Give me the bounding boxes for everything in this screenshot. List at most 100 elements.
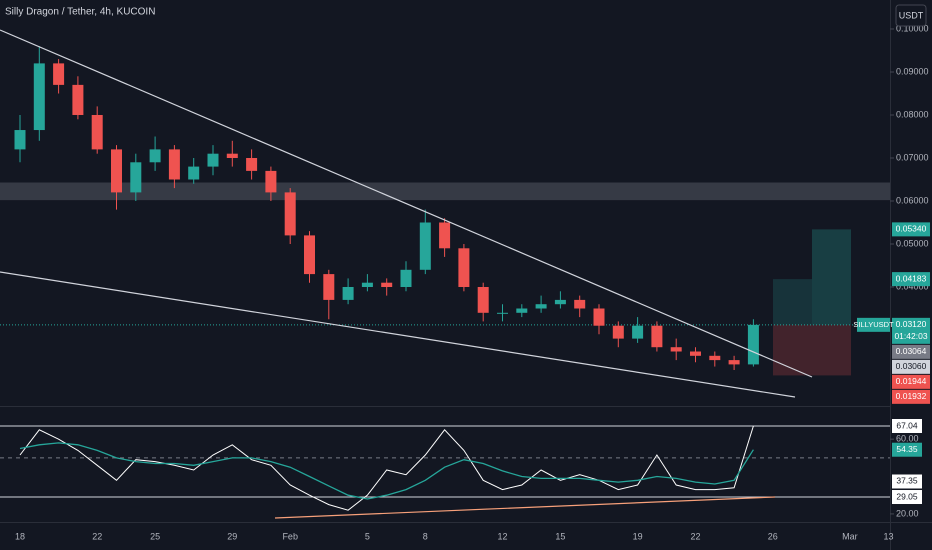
candle-body (728, 360, 740, 365)
y-tick-label: 20.00 (896, 508, 919, 518)
price-label-box (892, 272, 930, 287)
candle-body (516, 308, 528, 313)
candle-body (574, 299, 586, 309)
price-label: 0.03120 (896, 319, 927, 329)
candle-body (14, 130, 26, 150)
symbol-label: SILLYUSDT (853, 320, 894, 329)
level-label: 37.35 (896, 476, 918, 486)
candle-body (284, 192, 296, 236)
candle-body (419, 222, 431, 270)
rsi-trend-line (274, 496, 776, 519)
candle-body (72, 84, 84, 115)
price-label-box (892, 389, 930, 404)
x-tick-label: Mar (842, 531, 858, 541)
rsi-pane (0, 425, 890, 511)
price-label: 0.01944 (896, 376, 927, 386)
candle-body (535, 304, 547, 309)
x-tick-label: Feb (282, 531, 298, 541)
price-label-box (892, 374, 930, 389)
price-label: 0.03060 (896, 361, 927, 371)
level-label-box (892, 419, 922, 433)
price-label: 0.03064 (896, 346, 927, 356)
candle-body (149, 149, 161, 163)
price-label: 0.01932 (896, 391, 927, 401)
position-stop (773, 324, 851, 376)
candle-body (670, 347, 682, 352)
level-label: 54.35 (896, 444, 918, 454)
y-tick-label: 0.06000 (896, 195, 929, 205)
currency-button-label[interactable]: USDT (899, 10, 924, 20)
level-label: 67.04 (896, 420, 918, 430)
resistance-zone (0, 182, 890, 201)
level-label: 29.05 (896, 491, 918, 501)
candle-body (439, 222, 451, 249)
price-label-box (892, 222, 930, 237)
candle-body (400, 269, 412, 288)
chart-title: Silly Dragon / Tether, 4h, KUCOIN (5, 7, 155, 18)
candle-body (33, 63, 45, 131)
y-tick-label: 0.09000 (896, 66, 929, 76)
y-tick-label: 0.08000 (896, 109, 929, 119)
candle-body (246, 157, 258, 171)
level-label-box (892, 442, 922, 457)
candle-body (497, 312, 508, 314)
x-tick-label: 29 (227, 531, 237, 541)
x-tick-label: 18 (15, 531, 25, 541)
x-tick-label: 8 (423, 531, 428, 541)
axis-layer: 0.10000 0.09000 0.08000 0.07000 0.06000 0.050… (15, 23, 930, 541)
main-pane (14, 46, 759, 370)
candle-body (612, 325, 624, 339)
x-tick-label: 12 (497, 531, 507, 541)
position-target-partial (773, 279, 812, 325)
price-label: 0.05340 (896, 224, 927, 234)
candle-body (690, 351, 701, 356)
candle-body (323, 274, 335, 300)
y-tick-label: 0.05000 (896, 238, 929, 248)
x-tick-label: 22 (92, 531, 102, 541)
zone-layer (0, 182, 890, 376)
trend-line (0, 271, 796, 398)
candle-body (168, 149, 180, 180)
candle-body (342, 287, 354, 300)
level-label-box (892, 490, 922, 505)
y-tick-label: 60.00 (896, 434, 919, 444)
y-tick-label: 0.07000 (896, 152, 929, 162)
x-tick-label: 26 (768, 531, 778, 541)
x-tick-label: 15 (555, 531, 565, 541)
candle-body (709, 355, 721, 361)
y-tick-label: 0.04000 (896, 281, 929, 291)
candle-body (53, 63, 65, 85)
candle-body (188, 166, 200, 180)
rsi-line (19, 442, 754, 500)
candle-body (554, 299, 566, 305)
candle-body (381, 282, 393, 288)
position-target (812, 229, 851, 325)
candle-body (130, 162, 142, 193)
x-tick-label: 25 (150, 531, 160, 541)
candle-body (747, 324, 759, 365)
candle-body (304, 235, 315, 275)
price-label-box (892, 317, 930, 344)
level-label-box (892, 474, 922, 489)
candle-body (632, 325, 644, 339)
x-tick-label: 22 (690, 531, 700, 541)
symbol-label-box (857, 317, 890, 332)
candle-body (265, 170, 277, 193)
candle-body (207, 153, 219, 167)
rsi-line (19, 425, 754, 511)
price-label-box (892, 344, 930, 359)
candle-body (91, 114, 103, 150)
price-label-box (892, 359, 930, 374)
candle-body (458, 248, 470, 288)
y-tick-label: 0.10000 (896, 23, 929, 33)
countdown: 01:42:03 (894, 331, 927, 341)
x-tick-label: 19 (633, 531, 643, 541)
trend-line (0, 29, 813, 378)
x-tick-label: 5 (365, 531, 370, 541)
candle-body (361, 282, 373, 288)
currency-button[interactable] (895, 4, 927, 27)
candle-body (226, 153, 238, 158)
candle-body (111, 149, 122, 193)
x-tick-label: 13 (883, 531, 893, 541)
